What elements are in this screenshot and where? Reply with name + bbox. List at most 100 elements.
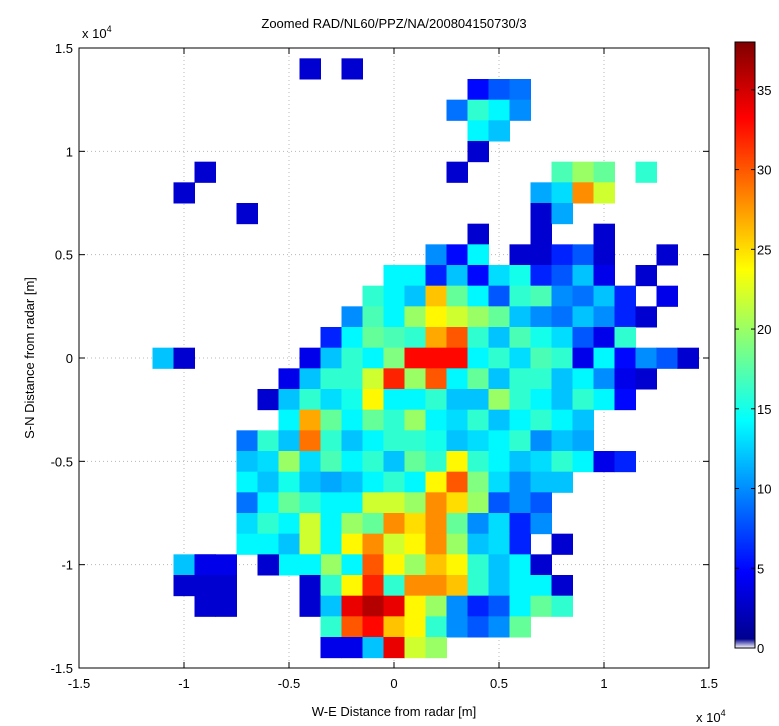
- heatmap-cell: [152, 347, 174, 369]
- heatmap-cell: [404, 368, 426, 390]
- heatmap-cell: [236, 203, 258, 225]
- heatmap-cell: [362, 306, 384, 328]
- heatmap-cell: [425, 471, 447, 493]
- heatmap-cell: [530, 306, 552, 328]
- heatmap-cell: [341, 430, 363, 452]
- heatmap-cell: [278, 409, 300, 431]
- heatmap-cell: [278, 533, 300, 555]
- heatmap-cell: [341, 533, 363, 555]
- heatmap-cell: [236, 533, 258, 555]
- heatmap-cell: [257, 389, 279, 411]
- heatmap-cell: [404, 595, 426, 617]
- heatmap-cell: [299, 409, 321, 431]
- heatmap-cell: [530, 451, 552, 473]
- heatmap-cell: [404, 451, 426, 473]
- heatmap-cell: [299, 492, 321, 514]
- heatmap-cell: [320, 533, 342, 555]
- y-exponent-label: x 104: [82, 24, 112, 41]
- heatmap-cell: [215, 575, 237, 597]
- heatmap-cell: [488, 430, 510, 452]
- heatmap-cell: [551, 389, 573, 411]
- heatmap-cell: [446, 161, 468, 183]
- y-exponent-base: x 10: [82, 26, 107, 41]
- heatmap-cell: [509, 595, 531, 617]
- heatmap-cell: [551, 265, 573, 287]
- heatmap-cell: [446, 471, 468, 493]
- x-exponent-base: x 10: [696, 710, 721, 725]
- heatmap-cell: [509, 430, 531, 452]
- heatmap-cell: [278, 471, 300, 493]
- heatmap-cell: [593, 306, 615, 328]
- heatmap-cell: [467, 265, 489, 287]
- heatmap-cell: [299, 575, 321, 597]
- heatmap-cell: [530, 265, 552, 287]
- heatmap-cell: [593, 161, 615, 183]
- heatmap-cell: [572, 265, 594, 287]
- y-tick-label: 1.5: [55, 41, 73, 56]
- heatmap-cell: [362, 533, 384, 555]
- heatmap-cell: [362, 471, 384, 493]
- heatmap-cell: [425, 533, 447, 555]
- heatmap-cell: [194, 575, 216, 597]
- heatmap-cell: [551, 430, 573, 452]
- heatmap-cell: [341, 409, 363, 431]
- heatmap-cell: [341, 637, 363, 659]
- heatmap-cell: [446, 285, 468, 307]
- heatmap-cell: [635, 368, 657, 390]
- heatmap-cell: [320, 492, 342, 514]
- heatmap-cell: [614, 285, 636, 307]
- heatmap-cell: [551, 575, 573, 597]
- heatmap-cell: [593, 223, 615, 245]
- heatmap-cell: [656, 244, 678, 266]
- heatmap-cell: [446, 306, 468, 328]
- x-tick-label: 1: [600, 676, 607, 691]
- heatmap-cell: [194, 595, 216, 617]
- colorbar-tick-label: 5: [757, 561, 764, 576]
- heatmap-cell: [509, 616, 531, 638]
- heatmap-cell: [530, 182, 552, 204]
- heatmap-cell: [551, 203, 573, 225]
- heatmap-cell: [509, 327, 531, 349]
- heatmap-cell: [383, 265, 405, 287]
- heatmap-cell: [383, 368, 405, 390]
- heatmap-cell: [404, 471, 426, 493]
- y-exponent-power: 4: [107, 24, 112, 34]
- heatmap-cell: [614, 368, 636, 390]
- heatmap-cell: [341, 492, 363, 514]
- heatmap-cell: [488, 368, 510, 390]
- heatmap-cell: [425, 285, 447, 307]
- heatmap-cell: [362, 389, 384, 411]
- heatmap-cell: [383, 451, 405, 473]
- heatmap-cell: [467, 492, 489, 514]
- heatmap-cell: [551, 327, 573, 349]
- heatmap-cell: [530, 492, 552, 514]
- colorbar-tick-label: 30: [757, 163, 771, 178]
- heatmap-cell: [572, 409, 594, 431]
- heatmap-cell: [173, 347, 195, 369]
- heatmap-cell: [404, 285, 426, 307]
- heatmap-cell: [362, 595, 384, 617]
- heatmap-cell: [320, 616, 342, 638]
- heatmap-cell: [509, 451, 531, 473]
- heatmap-cell: [488, 575, 510, 597]
- heatmap-cell: [299, 533, 321, 555]
- heatmap-cell: [320, 409, 342, 431]
- heatmap-cell: [404, 265, 426, 287]
- heatmap-cell: [236, 492, 258, 514]
- heatmap-cell: [257, 430, 279, 452]
- chart-title: Zoomed RAD/NL60/PPZ/NA/200804150730/3: [261, 16, 526, 31]
- heatmap-cell: [215, 595, 237, 617]
- heatmap-cell: [362, 409, 384, 431]
- y-tick-label: -1: [61, 558, 73, 573]
- y-tick-label: -0.5: [51, 454, 73, 469]
- heatmap-cell: [467, 409, 489, 431]
- heatmap-cell: [446, 554, 468, 576]
- heatmap-cell: [593, 451, 615, 473]
- heatmap-cell: [257, 513, 279, 535]
- heatmap-cell: [404, 327, 426, 349]
- heatmap-cell: [320, 389, 342, 411]
- heatmap-cell: [257, 471, 279, 493]
- heatmap-cell: [257, 554, 279, 576]
- heatmap-cell: [320, 595, 342, 617]
